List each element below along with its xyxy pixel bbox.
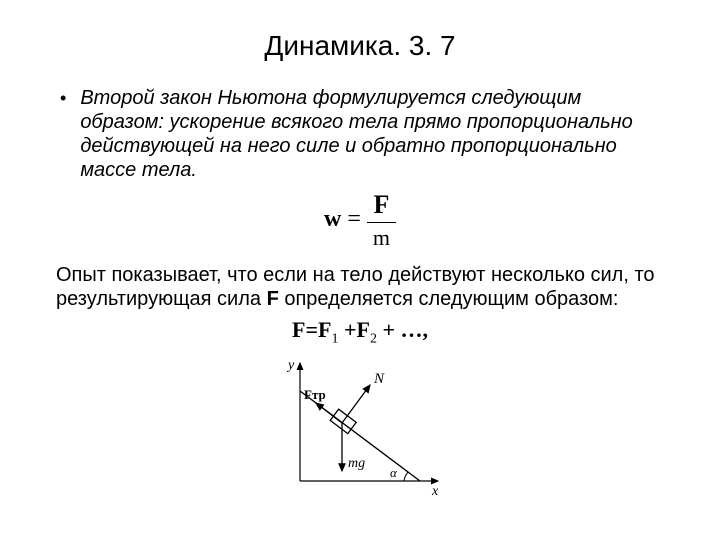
body-bold-F: F <box>267 288 279 310</box>
label-mg: mg <box>348 456 365 471</box>
label-y: y <box>286 358 295 373</box>
formula-resultant: F=F1 +F2 + …, <box>40 317 680 347</box>
sym-eq: = <box>341 206 367 232</box>
bullet-text: Второй закон Ньютона формулируется следу… <box>80 86 670 182</box>
eq2-dots: …, <box>401 317 429 342</box>
eq2-F1: F <box>318 317 331 342</box>
page-title: Динамика. 3. 7 <box>40 30 680 62</box>
fraction: Fm <box>367 190 396 251</box>
eq2-F: F <box>292 317 305 342</box>
sym-m: m <box>367 223 396 251</box>
sym-F: F <box>367 190 396 223</box>
formula-w-eq-f-over-m: w = Fm <box>40 190 680 251</box>
body-post: определяется следующим образом: <box>279 288 619 310</box>
body-paragraph: Опыт показывает, что если на тело действ… <box>56 263 664 311</box>
slide: Динамика. 3. 7 • Второй закон Ньютона фо… <box>0 0 720 540</box>
eq2-sub1: 1 <box>331 331 338 346</box>
eq2-plus2: + <box>382 317 395 342</box>
eq2-sub2: 2 <box>370 331 377 346</box>
angle-arc <box>404 472 408 481</box>
eq2-plus1: + <box>344 317 357 342</box>
bullet-dot: • <box>60 86 66 110</box>
label-x: x <box>431 484 439 499</box>
label-Ftr: Fтр <box>304 387 326 402</box>
forces-svg: y x N Fтр mg α <box>270 351 450 501</box>
vector-Ftr <box>316 403 342 423</box>
vector-N <box>342 385 370 423</box>
bullet-item: • Второй закон Ньютона формулируется сле… <box>60 86 670 182</box>
eq2-F2: F <box>357 317 370 342</box>
label-N: N <box>373 371 385 387</box>
eq2-eq: = <box>305 317 318 342</box>
label-alpha: α <box>390 465 398 480</box>
forces-diagram: y x N Fтр mg α <box>40 351 680 506</box>
sym-w: w <box>324 206 341 232</box>
